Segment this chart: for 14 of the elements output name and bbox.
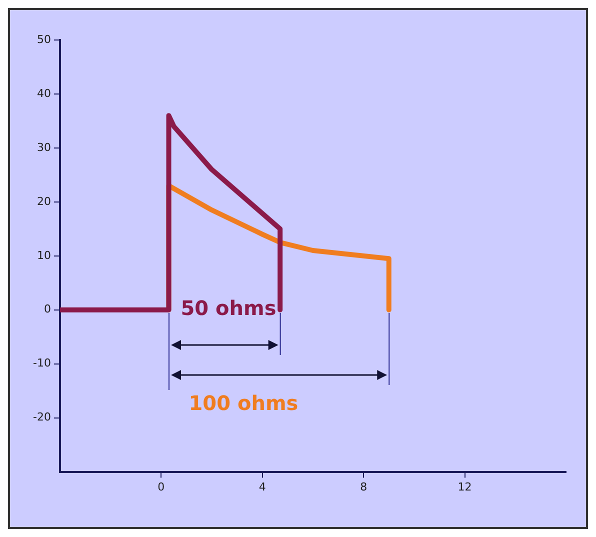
x-tick-label: 12: [458, 480, 472, 494]
y-tick-label: 0: [44, 302, 51, 316]
text: 100 ohms: [188, 391, 298, 416]
series-label: 50 ohms: [180, 296, 276, 320]
x-tick-label: 0: [158, 480, 165, 494]
y-tick-label: 50: [36, 32, 51, 46]
x-tick-label: 8: [360, 480, 368, 494]
y-tick-label: -20: [33, 410, 51, 424]
x-tick-label: 4: [258, 480, 266, 494]
y-tick-label: 10: [36, 248, 51, 262]
y-tick-label: 20: [36, 194, 51, 208]
y-tick-label: -10: [33, 356, 51, 370]
y-tick-label: 40: [36, 86, 51, 100]
y-tick-label: 30: [36, 140, 51, 154]
